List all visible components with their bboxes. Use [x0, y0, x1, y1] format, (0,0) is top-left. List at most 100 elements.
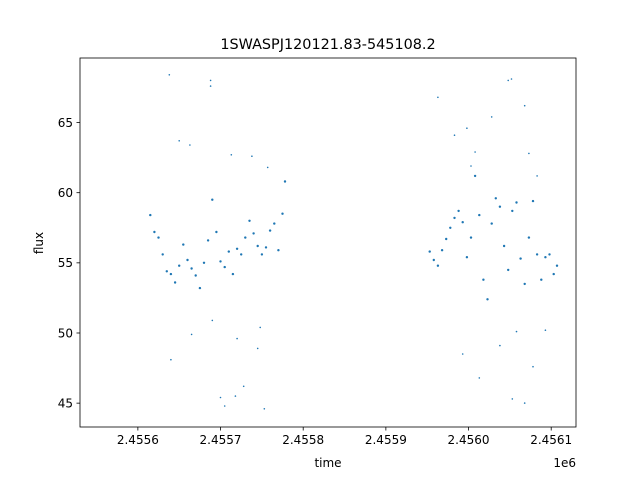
outlier-point — [189, 144, 191, 146]
outlier-point — [256, 347, 259, 350]
outlier-point — [490, 116, 493, 118]
outlier-point — [466, 127, 468, 129]
x-tick-label: 2.4559 — [365, 433, 407, 447]
data-point — [440, 249, 444, 252]
data-point — [457, 209, 460, 213]
data-point — [494, 197, 497, 200]
x-tick-label: 2.4560 — [448, 433, 490, 447]
x-tick-label: 2.4556 — [117, 433, 159, 447]
outlier-point — [528, 152, 530, 155]
outlier-point — [536, 175, 538, 177]
outlier-point — [499, 344, 501, 347]
data-point — [453, 216, 456, 220]
data-point — [202, 261, 206, 264]
data-point — [445, 237, 448, 241]
data-point — [478, 213, 481, 217]
outlier-point — [437, 96, 439, 99]
y-axis: 45 50 55 60 65 — [58, 116, 80, 410]
data-point — [449, 226, 452, 229]
data-point — [190, 267, 193, 270]
data-point — [511, 209, 514, 213]
data-point — [540, 278, 543, 281]
outlier-point — [230, 154, 233, 156]
data-point — [281, 212, 284, 215]
data-point — [527, 236, 531, 239]
outlier-point — [219, 396, 222, 399]
data-point — [490, 222, 493, 225]
data-point — [227, 250, 230, 253]
outlier-point — [211, 319, 214, 322]
outlier-point — [251, 155, 253, 157]
outlier-point — [461, 353, 464, 355]
data-point — [461, 221, 464, 224]
data-point — [486, 298, 489, 301]
outlier-point — [170, 358, 172, 361]
data-point — [531, 199, 535, 203]
x-axis: 2.4556 2.4557 2.4558 2.4559 2.4560 2.4561 — [117, 427, 572, 447]
data-point — [248, 219, 251, 222]
outlier-point — [190, 333, 193, 336]
outlier-point — [532, 365, 534, 368]
data-point — [211, 198, 214, 201]
data-point — [173, 281, 177, 284]
data-point — [535, 253, 539, 256]
data-point — [507, 268, 510, 272]
data-point — [277, 249, 280, 252]
outlier-point — [507, 79, 510, 82]
data-point — [206, 239, 210, 242]
outlier-point — [470, 165, 472, 167]
data-point — [555, 264, 559, 267]
data-point — [244, 236, 247, 239]
data-point — [165, 270, 168, 273]
data-point — [223, 265, 226, 269]
data-point — [153, 230, 156, 234]
data-point — [498, 205, 502, 208]
x-axis-label: time — [314, 456, 341, 470]
data-point — [502, 244, 506, 248]
data-point — [465, 256, 469, 259]
data-point — [473, 174, 477, 178]
x-tick-label: 2.4557 — [200, 433, 242, 447]
outlier-point — [242, 385, 245, 388]
data-point — [523, 282, 526, 286]
x-tick-label: 2.4558 — [282, 433, 324, 447]
y-tick-label: 55 — [58, 256, 73, 270]
outlier-point — [510, 78, 513, 80]
x-tick-label: 2.4561 — [530, 433, 572, 447]
outlier-point — [453, 134, 456, 136]
y-tick-label: 45 — [58, 396, 73, 410]
outlier-point — [223, 405, 226, 407]
scatter-points — [149, 74, 559, 410]
data-point — [428, 250, 431, 253]
outlier-point — [523, 104, 526, 107]
data-point — [548, 253, 551, 256]
data-point — [149, 213, 152, 217]
y-tick-label: 65 — [58, 116, 73, 130]
y-tick-label: 50 — [58, 326, 73, 340]
x-axis-offset-label: 1e6 — [553, 456, 576, 470]
data-point — [219, 260, 222, 263]
outlier-point — [523, 402, 526, 404]
data-point — [260, 253, 264, 256]
outlier-point — [168, 74, 171, 76]
outlier-point — [266, 166, 269, 169]
outlier-point — [209, 85, 212, 87]
data-point — [182, 243, 185, 246]
data-point — [264, 246, 268, 249]
outlier-point — [544, 329, 547, 332]
y-tick-label: 60 — [58, 186, 73, 200]
outlier-point — [515, 330, 518, 333]
data-point — [231, 272, 235, 276]
data-point — [178, 264, 181, 267]
data-point — [215, 230, 218, 234]
outlier-point — [478, 377, 481, 379]
outlier-point — [511, 398, 514, 400]
data-point — [194, 274, 197, 277]
data-point — [268, 229, 272, 232]
outlier-point — [263, 408, 266, 410]
data-point — [469, 236, 473, 239]
data-point — [273, 222, 276, 225]
y-axis-label: flux — [32, 232, 46, 254]
